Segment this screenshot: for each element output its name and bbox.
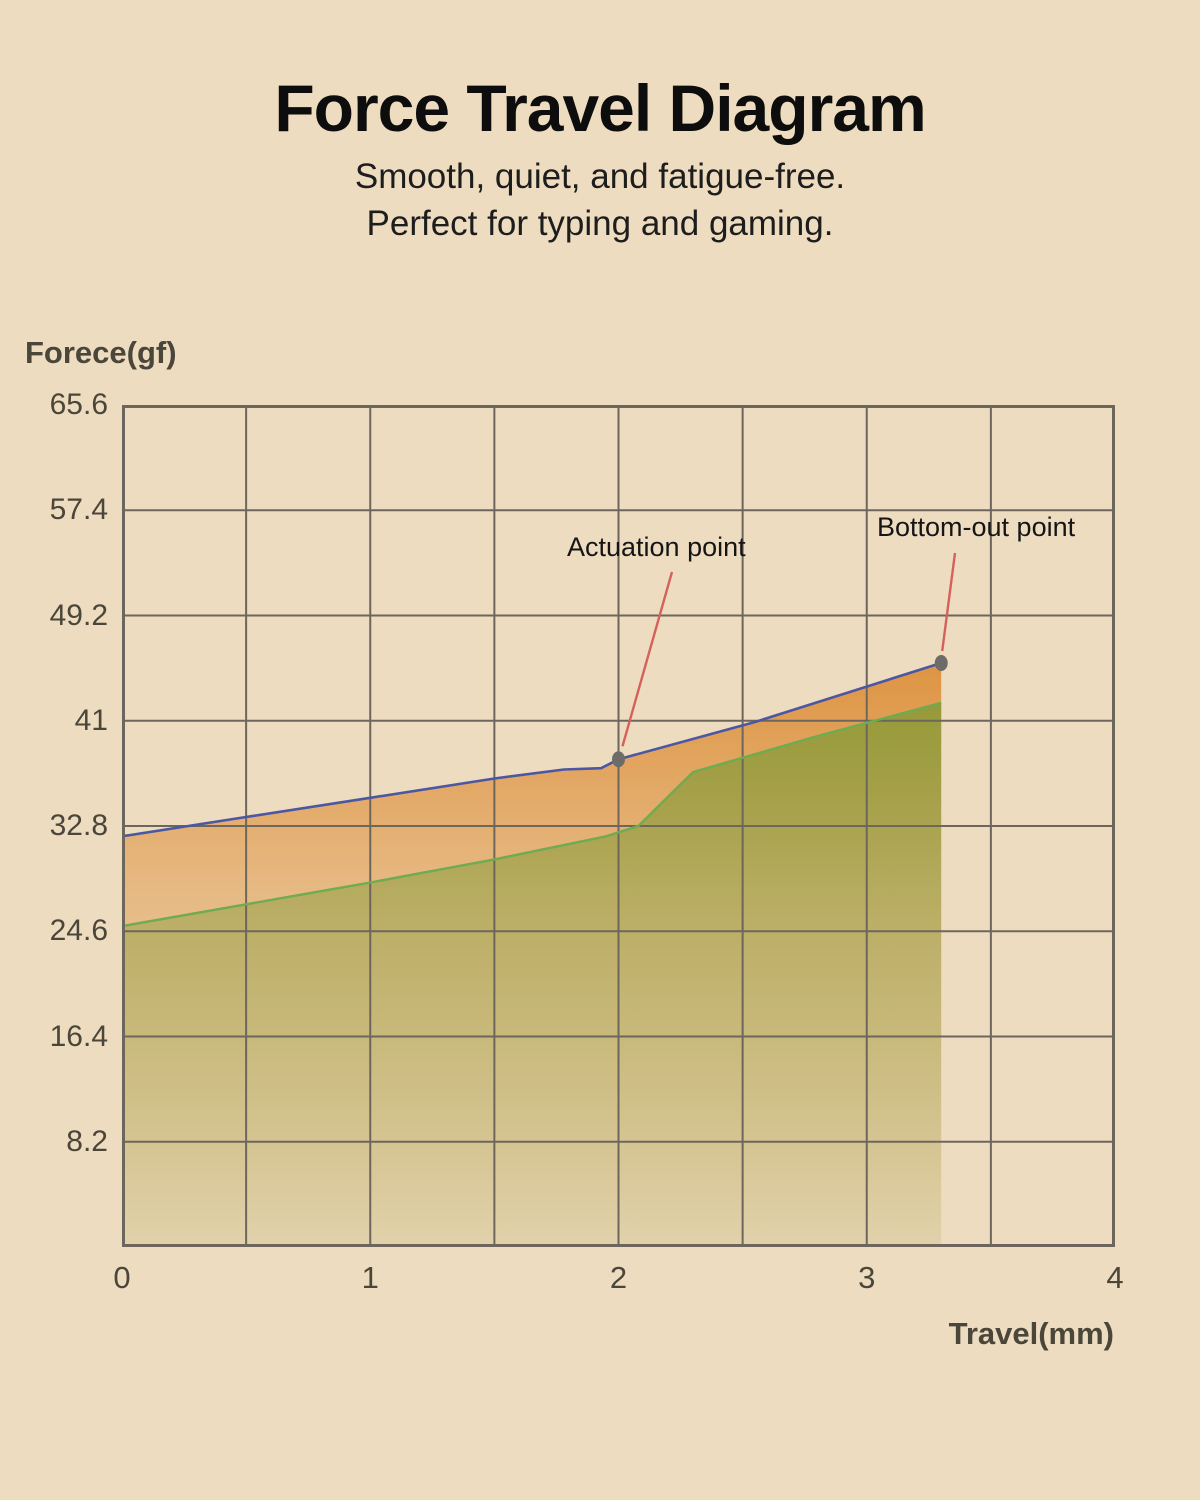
x-tick-label: 2: [609, 1260, 628, 1295]
subtitle-line-1: Smooth, quiet, and fatigue-free.: [354, 157, 846, 196]
actuation-point-label: Actuation point: [567, 532, 746, 562]
x-tick-label: 0: [113, 1260, 131, 1295]
annotation-point-dots: [612, 654, 948, 768]
y-tick-label: 8.2: [66, 1124, 108, 1158]
force-travel-chart: [122, 405, 1115, 1247]
plot-border: [122, 405, 1115, 1247]
subtitle-line-2: Perfect for typing and gaming.: [366, 204, 834, 243]
release-force-curve: [122, 701, 942, 928]
y-tick-label: 16.4: [49, 1019, 108, 1053]
y-tick-label: 41: [74, 703, 108, 737]
press-force-curve: [122, 661, 942, 1247]
y-tick-label: 49.2: [49, 598, 108, 632]
page-subtitle: Smooth, quiet, and fatigue-free. Perfect…: [0, 153, 1200, 247]
x-axis-title: Travel(mm): [948, 1316, 1114, 1351]
chart-plot: [122, 405, 1115, 1247]
annotation-pointer-lines: [621, 552, 957, 747]
y-tick-label: 24.6: [49, 914, 108, 948]
y-tick-label: 57.4: [49, 493, 108, 527]
y-tick-label: 65.6: [49, 388, 108, 421]
x-tick-label: 4: [1106, 1260, 1124, 1295]
release-area-fill: [122, 702, 942, 1247]
y-tick-label: 32.8: [49, 809, 108, 842]
grid-lines: [122, 405, 1115, 1247]
y-axis-tick-labels: 65.6 57.4 49.2 41 32.8 24.6 16.4 8.2: [0, 388, 112, 1247]
y-axis-title: Forece(gf): [25, 335, 177, 370]
x-tick-label: 1: [361, 1260, 379, 1295]
x-axis-tick-labels: 0 1 2 3 4: [113, 1252, 1123, 1312]
page-title: Force Travel Diagram: [274, 71, 926, 145]
x-tick-label: 3: [858, 1260, 876, 1295]
bottom-out-point-label: Bottom-out point: [877, 512, 1076, 542]
